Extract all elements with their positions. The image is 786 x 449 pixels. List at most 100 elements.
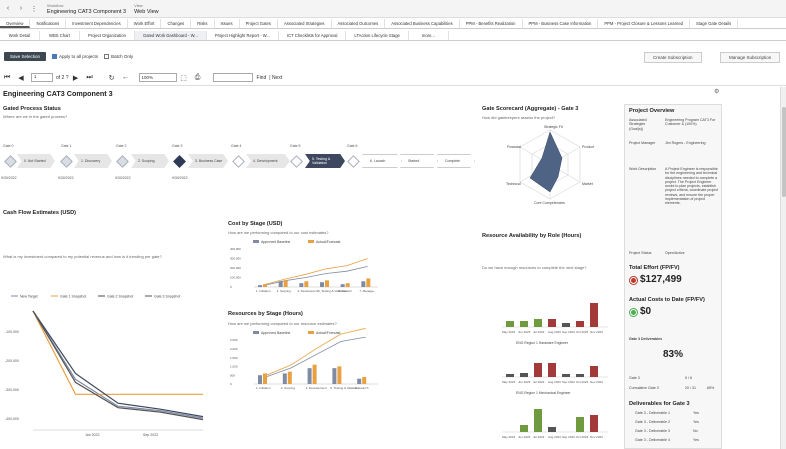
manage-subscription-button[interactable]: Manage Subscription [720,52,781,63]
last-page-icon[interactable]: ⏭ [86,73,93,81]
zoom-select[interactable]: 100% [138,73,177,82]
tab-overview[interactable]: Overview [0,19,31,28]
actual-costs-value: $0 [640,306,652,317]
view-label: View [134,2,143,8]
legend-label: Approved Baseline [261,240,290,244]
tab-project-closure[interactable]: PPM - Project Closure & Lessons Learned [598,19,691,28]
legend-label: Actual/Forecast [316,331,340,335]
tab-associated-strategies[interactable]: Associated Strategies [278,19,332,28]
view-crumb[interactable]: View Web View [134,3,159,15]
bar [548,319,556,327]
stage-chevron: 3. Business Case [188,154,228,168]
gate-diamond [116,155,129,168]
bar [562,323,570,327]
workflow-label: Workflow [47,2,64,8]
bar [506,374,514,377]
view-name: Web View [134,8,159,15]
scroll-thumb[interactable] [782,107,786,197]
batch-only-checkbox[interactable] [104,53,110,59]
cost-title: Cost by Stage (USD) [228,221,283,227]
next-button[interactable]: | Next [269,74,283,81]
tab-business-case[interactable]: PPM - Business Case Information [523,19,599,28]
tab-changes[interactable]: Changes [161,19,192,28]
back-icon[interactable]: ‹ [6,5,10,12]
subtab-wbs-chart[interactable]: WBS Chart [40,31,80,40]
forward-icon[interactable]: › [19,5,23,12]
x-tick: 6. Launch [355,386,369,390]
bar [562,374,570,377]
subtab-project-organization[interactable]: Project Organization [80,31,135,40]
prev-page-icon[interactable]: ◀ [18,74,24,82]
bar [307,368,312,384]
tab-issues[interactable]: Issues [215,19,240,28]
resources-question: How are we performing compared to our re… [228,321,337,326]
apply-all-checkbox[interactable] [52,53,58,59]
y-tick: 200,000 [230,266,241,270]
subtab-lifecycle-stage[interactable]: LTAction Lifecycle Stage [346,31,409,40]
bar [337,366,342,384]
x-tick: 4. Development [297,289,318,293]
stage-chevron: 0. Not Started [17,154,55,168]
gate-label: Gate 2 [116,144,127,148]
tab-work-effort[interactable]: Work Effort [128,19,162,28]
bar [320,282,324,287]
export-icon[interactable]: ⬚ [180,74,187,82]
legend-label: Gate 1 Snapshot [60,295,86,299]
workflow-crumb[interactable]: Workflow Engineering CAT3 Component 3 [47,3,126,15]
bar [590,415,598,432]
y-tick: 1,500 [230,356,238,360]
subtab-highlight-report[interactable]: Project Highlight Report - W... [207,31,279,40]
action-bar: Save Selection Apply to all projects Bat… [0,50,786,62]
y-tick: -400,000 [5,417,19,421]
subtab-gated-dashboard[interactable]: Gated Work Dashboard - W... [134,31,207,40]
tab-associated-outcomes[interactable]: Associated Outcomes [332,19,386,28]
gate-diamond [290,155,303,168]
tab-risks[interactable]: Risks [191,19,215,28]
find-input[interactable] [212,73,253,82]
bar [312,364,317,384]
series-line [32,310,204,418]
subtab-more[interactable]: more... [409,31,449,40]
find-button[interactable]: Find [256,74,267,81]
tab-business-capabilities[interactable]: Associated Business Capabilities [385,19,460,28]
top-bar: ‹ › ⋮ Workflow Engineering CAT3 Componen… [0,0,786,18]
report-scrollbar[interactable] [780,87,786,449]
deliverables-percent: 83% [663,349,684,360]
tab-benefits-realization[interactable]: PPM - Benefits Realization [460,19,523,28]
back-report-icon[interactable]: ← [122,74,130,81]
project-overview-panel: Project Overview Associated Strategies (… [624,104,722,449]
bar [534,363,542,377]
y-tick: 2,500 [230,338,238,342]
tab-investment-dependencies[interactable]: Investment Dependencies [66,19,128,28]
settings-icon[interactable]: ⚙ [714,89,720,95]
bar [534,319,542,327]
bar [548,363,556,377]
y-tick: 100,000 [230,276,241,280]
bar [520,425,528,432]
deliverable-name: Gate 3 - Deliverable 1 [635,411,670,415]
tab-notifications[interactable]: Notifications [30,19,67,28]
gate-date: 9/30/2022 [172,176,188,180]
bar [361,281,366,287]
page-input[interactable]: 1 [31,73,53,82]
more-icon[interactable]: ⋮ [30,5,38,13]
next-page-icon[interactable]: ▶ [72,74,79,82]
refresh-icon[interactable]: ↻ [108,74,115,82]
legend-label: Gate 3 Snapshot [154,295,180,299]
x-tick: Sep 2023 [143,433,158,437]
x-tick: 5. Testing & Validation [318,289,348,293]
gate-row-key: Gate 3 [629,376,640,380]
deliverable-status: Yes [693,411,699,415]
bar [325,280,329,287]
tab-project-gates[interactable]: Project Gates [240,19,278,28]
save-selection-button[interactable]: Save Selection [4,51,47,61]
subtab-work-detail[interactable]: Work Detail [0,31,40,40]
gate-label: Gate 6 [347,144,358,148]
tab-stage-gate-details[interactable]: Stage Gate Details [690,19,739,28]
first-page-icon[interactable]: ⏮ [3,73,11,81]
deliverables-label: Gate 3 Deliverables [629,337,663,341]
subtab-ict-checklists[interactable]: ICT Checklists for Approval [279,31,347,40]
print-icon[interactable]: ⎙ [194,73,201,81]
create-subscription-button[interactable]: Create Subscription [644,52,702,63]
role-1-bars: May 2023 Jun 2023 Jul 2023 Aug 2023 Sep … [502,303,608,345]
